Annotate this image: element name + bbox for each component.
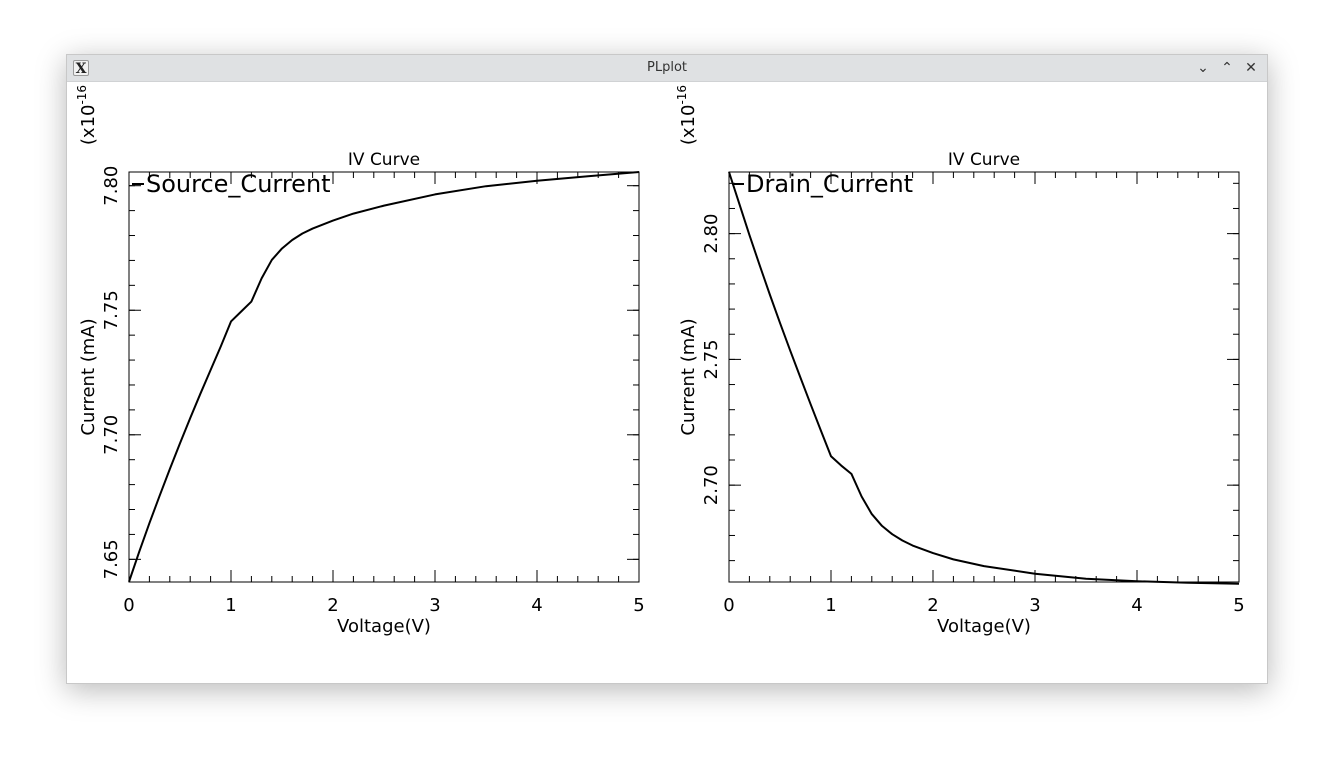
x-tick-label: 0 — [123, 595, 134, 616]
y-tick-label: 2.75 — [701, 339, 722, 379]
chart-title: IV Curve — [948, 150, 1020, 170]
y-tick-label: 2.70 — [701, 465, 722, 505]
plplot-window: X PLplot ⌄ ⌃ ✕ 0 1 2 3 4 5 7.65 7.70 7.75 7.80 IV … — [66, 54, 1268, 684]
y-tick-label: 7.80 — [101, 166, 122, 206]
series-line-source-current — [128, 171, 640, 583]
x-tick-label: 5 — [633, 595, 644, 616]
chart-2: 0 1 2 3 4 5 2.70 2.75 2.80 IV Curve Voltage(V) Curr… — [675, 75, 1245, 637]
y-tick-label: 7.65 — [101, 539, 122, 579]
y-tick-label: 7.75 — [101, 290, 122, 330]
close-icon[interactable]: ✕ — [1245, 60, 1257, 76]
x-app-icon[interactable]: X — [73, 60, 89, 77]
x-axis-label: Voltage(V) — [937, 616, 1031, 637]
plot-area: 0 1 2 3 4 5 7.65 7.70 7.75 7.80 IV Curve Voltage(V)… — [67, 75, 1267, 683]
x-tick-label: 1 — [825, 595, 836, 616]
chart-title: IV Curve — [348, 150, 420, 170]
x-tick-label: 2 — [927, 595, 938, 616]
plot-frame — [728, 171, 1240, 583]
chart-1: 0 1 2 3 4 5 7.65 7.70 7.75 7.80 IV Curve Voltage(V)… — [75, 75, 645, 637]
x-tick-label: 4 — [1131, 595, 1142, 616]
minimize-icon[interactable]: ⌄ — [1197, 60, 1209, 76]
x-tick-label: 1 — [225, 595, 236, 616]
maximize-icon[interactable]: ⌃ — [1221, 60, 1233, 76]
x-tick-label: 0 — [723, 595, 734, 616]
y-axis-label: Current (mA) — [678, 318, 699, 435]
y-exponent-label: (x10-16) — [75, 82, 99, 145]
x-tick-label: 4 — [531, 595, 542, 616]
window-title: PLplot — [647, 60, 687, 75]
x-tick-label: 3 — [1029, 595, 1040, 616]
x-tick-label: 3 — [429, 595, 440, 616]
y-tick-label: 2.80 — [701, 214, 722, 254]
title-bar[interactable]: X PLplot ⌄ ⌃ ✕ — [67, 55, 1267, 82]
plot-canvas: 0 1 2 3 4 5 7.65 7.70 7.75 7.80 IV Curve Voltage(V)… — [75, 75, 1245, 637]
x-axis-label: Voltage(V) — [337, 616, 431, 637]
y-axis-label: Current (mA) — [78, 318, 99, 435]
plot-frame — [128, 171, 640, 583]
y-exponent-label: (x10-16) — [675, 82, 699, 145]
series-line-drain-current — [728, 171, 1240, 585]
y-tick-label: 7.70 — [101, 415, 122, 455]
x-tick-label: 2 — [327, 595, 338, 616]
x-tick-label: 5 — [1233, 595, 1244, 616]
legend-entry: Source_Current — [146, 170, 331, 198]
legend-entry: Drain_Current — [746, 170, 913, 198]
